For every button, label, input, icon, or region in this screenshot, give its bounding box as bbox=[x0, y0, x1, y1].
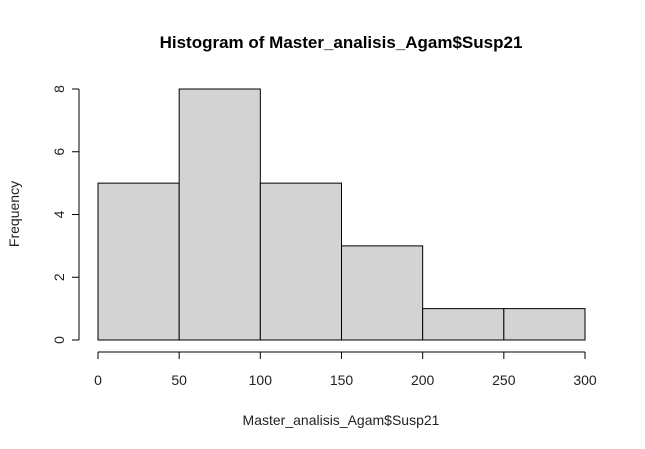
y-axis-label: Frequency bbox=[6, 181, 22, 247]
x-tick-label-0: 0 bbox=[94, 372, 102, 388]
bar-1 bbox=[178, 88, 261, 341]
bar-0 bbox=[97, 182, 180, 341]
bar-4 bbox=[422, 308, 505, 341]
x-tick-label-6: 300 bbox=[573, 372, 597, 388]
bars-group bbox=[97, 88, 586, 341]
bar-5 bbox=[503, 308, 586, 341]
x-tick-label-1: 50 bbox=[171, 372, 187, 388]
x-tick-label-3: 150 bbox=[330, 372, 354, 388]
chart-title: Histogram of Master_analisis_Agam$Susp21 bbox=[160, 33, 523, 52]
x-axis-label: Master_analisis_Agam$Susp21 bbox=[243, 412, 440, 428]
y-tick-label-1: 2 bbox=[51, 273, 67, 281]
bar-2 bbox=[259, 182, 343, 341]
x-tick-label-2: 100 bbox=[249, 372, 273, 388]
x-tick-label-5: 250 bbox=[492, 372, 516, 388]
x-axis: 0 50 100 150 200 250 300 bbox=[94, 351, 597, 388]
y-tick-label-3: 6 bbox=[51, 148, 67, 156]
y-tick-label-4: 8 bbox=[51, 85, 67, 93]
bar-3 bbox=[341, 245, 424, 341]
y-axis: 0 2 4 6 8 bbox=[51, 85, 80, 344]
y-tick-label-2: 4 bbox=[51, 210, 67, 218]
x-tick-label-4: 200 bbox=[411, 372, 435, 388]
y-tick-label-0: 0 bbox=[51, 336, 67, 344]
